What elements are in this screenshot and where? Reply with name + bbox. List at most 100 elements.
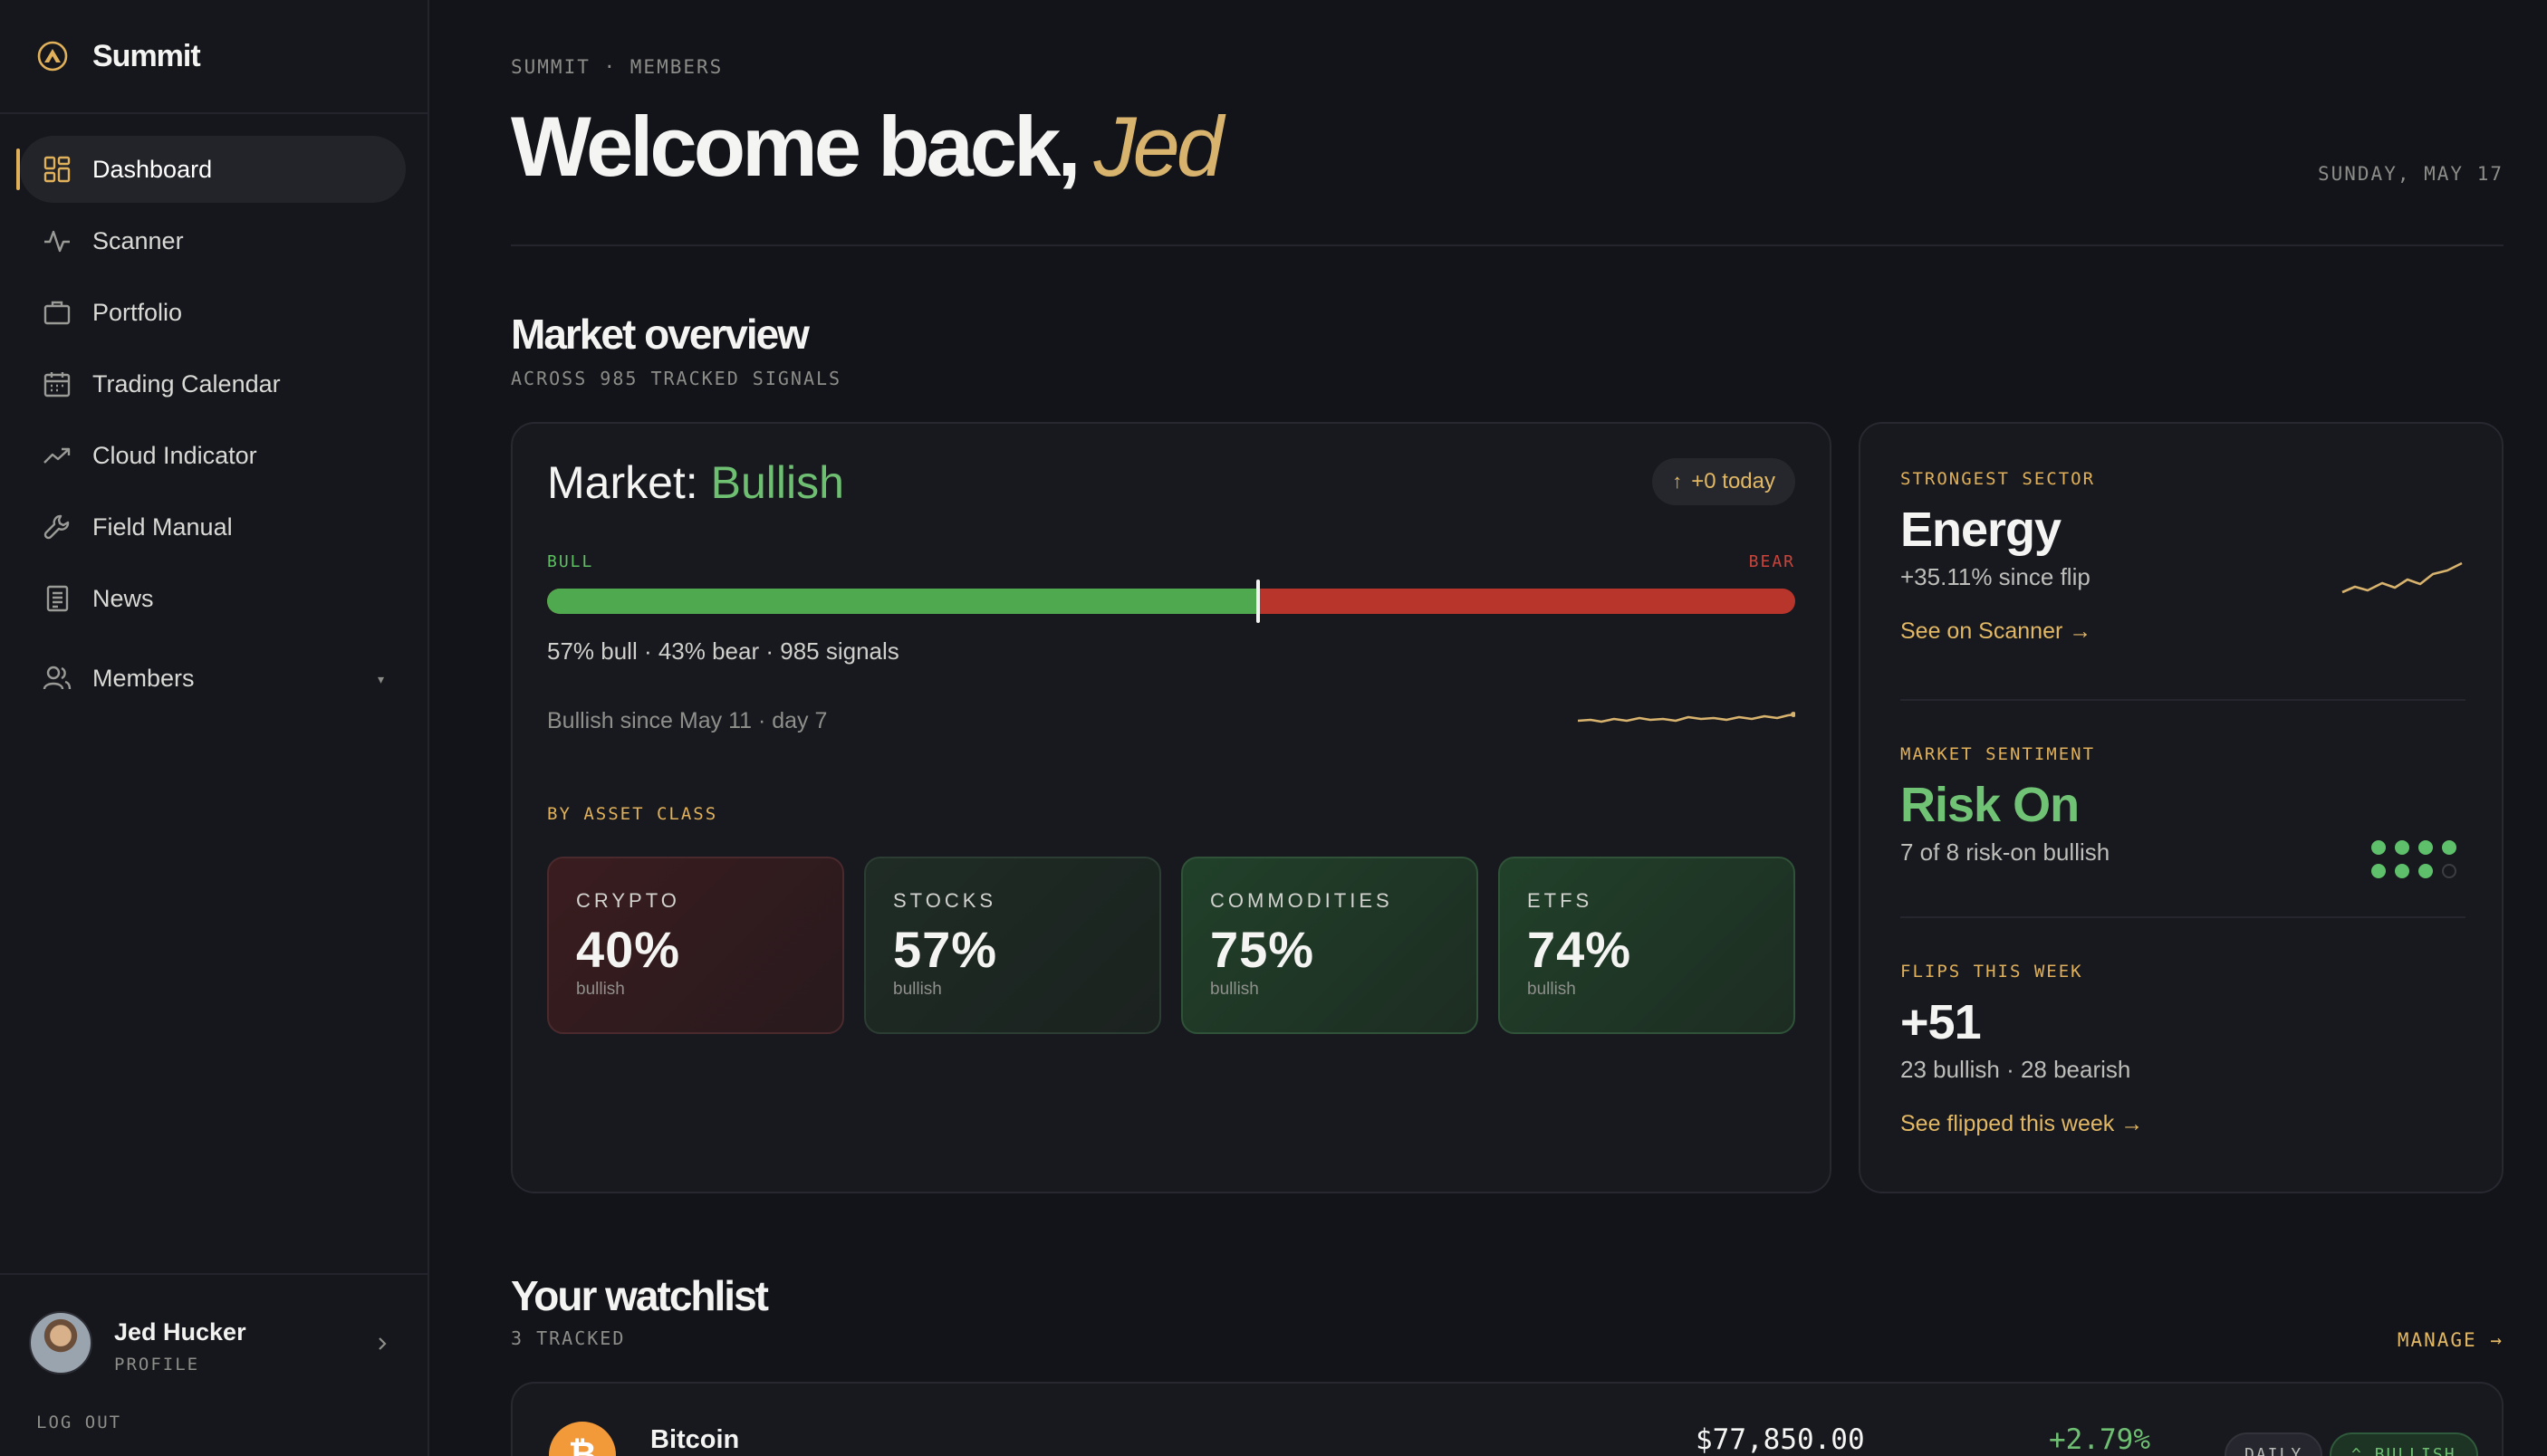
- asset-tile-stocks[interactable]: STOCKS 57% bullish: [864, 857, 1161, 1034]
- market-sparkline: [1578, 712, 1795, 723]
- see-flipped-link[interactable]: See flipped this week →: [1900, 1111, 2144, 1136]
- sidebar-item-trading-calendar[interactable]: Trading Calendar: [20, 350, 406, 417]
- sidebar-item-label: News: [92, 584, 154, 612]
- asset-value: 40%: [576, 921, 681, 978]
- avatar[interactable]: [29, 1311, 92, 1375]
- asset-state: bullish: [893, 980, 942, 999]
- user-first-name: Jed: [1093, 99, 1224, 194]
- asset-tile-commodities[interactable]: COMMODITIES 75% bullish: [1181, 857, 1478, 1034]
- sector-name: Energy: [1900, 503, 2062, 557]
- brand[interactable]: Summit: [0, 0, 428, 114]
- breadcrumb: SUMMIT · MEMBERS: [511, 56, 724, 78]
- sentiment-dot-on: [2395, 864, 2409, 878]
- watchlist-row[interactable]: ₿ Bitcoin $77,850.00 +2.79% DAILY ^ BULL…: [511, 1382, 2504, 1456]
- brand-name: Summit: [92, 38, 201, 73]
- document-icon: [42, 583, 72, 614]
- market-state: Bullish: [710, 457, 844, 508]
- today-change-text: +0 today: [1691, 469, 1775, 493]
- profile-role: PROFILE: [114, 1355, 200, 1375]
- chevron-down-icon[interactable]: ▾: [377, 672, 384, 686]
- briefcase-icon: [42, 297, 72, 328]
- timeframe-badge: DAILY: [2225, 1432, 2323, 1456]
- sidebar-item-cloud-indicator[interactable]: Cloud Indicator: [20, 422, 406, 489]
- profile-name: Jed Hucker: [114, 1318, 246, 1346]
- bullish-since: Bullish since May 11 · day 7: [547, 708, 828, 733]
- asset-price: $77,850.00: [1696, 1423, 1865, 1456]
- welcome-text: Welcome back,: [511, 99, 1081, 194]
- sidebar-item-label: Dashboard: [92, 155, 213, 183]
- sentiment-dot-on: [2418, 840, 2433, 855]
- market-label: Market:: [547, 457, 698, 508]
- sidebar-item-portfolio[interactable]: Portfolio: [20, 279, 406, 346]
- page-title: Welcome back, Jed: [511, 98, 1224, 196]
- asset-name: STOCKS: [893, 889, 997, 912]
- signal-badge: ^ BULLISH: [2330, 1432, 2478, 1456]
- asset-value: 57%: [893, 921, 998, 978]
- stat-divider: [1900, 699, 2465, 701]
- asset-class-heading: BY ASSET CLASS: [547, 804, 718, 824]
- main-nav: Dashboard Scanner Portfolio: [0, 114, 428, 712]
- asset-state: bullish: [1210, 980, 1259, 999]
- asset-value: 75%: [1210, 921, 1315, 978]
- sentiment-dot-on: [2395, 840, 2409, 855]
- asset-change: +2.79%: [2049, 1423, 2150, 1456]
- summit-logo-icon: [37, 41, 68, 72]
- sentiment-detail: 7 of 8 risk-on bullish: [1900, 838, 2110, 866]
- bitcoin-icon: ₿: [549, 1422, 616, 1456]
- sidebar-item-field-manual[interactable]: Field Manual: [20, 493, 406, 560]
- calendar-icon: [42, 369, 72, 399]
- sentiment-value: Risk On: [1900, 778, 2080, 832]
- sidebar-item-dashboard[interactable]: Dashboard: [16, 136, 406, 203]
- today-change-badge: ↑ +0 today: [1652, 458, 1795, 505]
- sidebar-item-label: Field Manual: [92, 512, 233, 541]
- sidebar: Summit Dashboard Scanner: [0, 0, 429, 1456]
- market-overview-title: Market overview: [511, 311, 810, 358]
- sidebar-item-members[interactable]: Members ▾: [20, 645, 406, 712]
- current-date: SUNDAY, MAY 17: [2317, 163, 2504, 185]
- bull-label: BULL: [547, 552, 594, 571]
- stats-card: STRONGEST SECTOR Energy +35.11% since fl…: [1859, 422, 2504, 1193]
- flips-value: +51: [1900, 995, 1982, 1049]
- sidebar-item-news[interactable]: News: [20, 565, 406, 632]
- bull-fill: [547, 589, 1259, 614]
- logout-link[interactable]: LOG OUT: [36, 1413, 122, 1432]
- wrench-icon: [42, 512, 72, 542]
- asset-tile-crypto[interactable]: CRYPTO 40% bullish: [547, 857, 844, 1034]
- asset-name: CRYPTO: [576, 889, 680, 912]
- sector-sparkline: [2341, 561, 2463, 594]
- sidebar-item-label: Trading Calendar: [92, 369, 281, 398]
- manage-watchlist-link[interactable]: MANAGE →: [2397, 1329, 2504, 1351]
- chevron-right-icon[interactable]: [373, 1335, 391, 1353]
- sidebar-item-label: Portfolio: [92, 298, 183, 326]
- arrow-up-icon: ↑: [1672, 470, 1683, 493]
- trend-up-icon: [42, 440, 72, 471]
- stat-label: FLIPS THIS WEEK: [1900, 962, 2083, 982]
- sidebar-item-scanner[interactable]: Scanner: [20, 207, 406, 274]
- sidebar-item-label: Cloud Indicator: [92, 441, 257, 469]
- sentiment-dot-off: [2442, 864, 2456, 878]
- see-on-scanner-link[interactable]: See on Scanner →: [1900, 618, 2092, 644]
- bull-bear-meter: [547, 580, 1795, 623]
- sidebar-item-label: Scanner: [92, 226, 184, 254]
- market-card: Market: Bullish ↑ +0 today BULL BEAR 57%…: [511, 422, 1831, 1193]
- sentiment-dot-on: [2371, 864, 2386, 878]
- stat-label: STRONGEST SECTOR: [1900, 469, 2096, 489]
- market-status: Market: Bullish: [547, 456, 844, 509]
- main-content: SUMMIT · MEMBERS Welcome back, Jed SUNDAY…: [511, 0, 2504, 1456]
- bear-label: BEAR: [1748, 552, 1795, 571]
- meter-summary: 57% bull · 43% bear · 985 signals: [547, 637, 899, 665]
- strongest-sector: STRONGEST SECTOR Energy +35.11% since fl…: [1900, 469, 2465, 645]
- pulse-icon: [42, 225, 72, 256]
- asset-tile-etfs[interactable]: ETFS 74% bullish: [1498, 857, 1795, 1034]
- asset-name: Bitcoin: [650, 1425, 740, 1454]
- sidebar-item-label: Members: [92, 664, 195, 692]
- flips-detail: 23 bullish · 28 bearish: [1900, 1056, 2131, 1083]
- sector-change: +35.11% since flip: [1900, 563, 2090, 590]
- sentiment-dot-on: [2418, 864, 2433, 878]
- flips-this-week: FLIPS THIS WEEK +51 23 bullish · 28 bear…: [1900, 962, 2465, 1137]
- grid-icon: [42, 154, 72, 185]
- sentiment-dot-on: [2371, 840, 2386, 855]
- profile-card[interactable]: Jed Hucker PROFILE LOG OUT: [0, 1273, 428, 1456]
- market-overview-subtitle: ACROSS 985 TRACKED SIGNALS: [511, 368, 842, 389]
- market-sentiment: MARKET SENTIMENT Risk On 7 of 8 risk-on …: [1900, 744, 2465, 867]
